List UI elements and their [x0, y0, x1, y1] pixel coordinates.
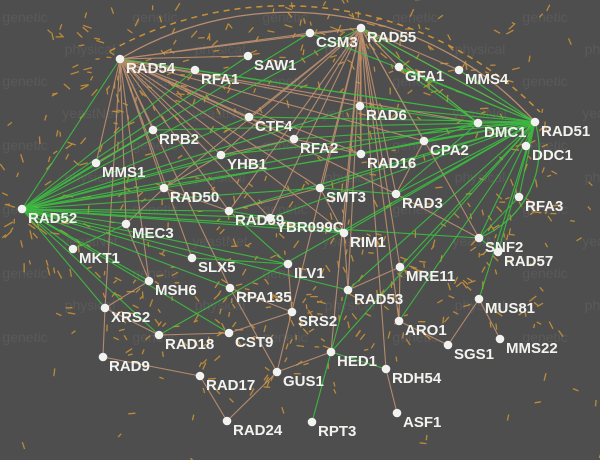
svg-text:yeastNet: yeastNet [192, 233, 247, 249]
svg-text:physical: physical [65, 41, 116, 57]
svg-text:physical: physical [455, 41, 506, 57]
svg-text:genetic: genetic [522, 73, 567, 89]
svg-text:genetic: genetic [2, 9, 47, 25]
svg-text:genetic: genetic [2, 329, 47, 345]
svg-text:physical: physical [585, 41, 600, 57]
svg-text:genetic: genetic [2, 137, 47, 153]
svg-text:yeastNet: yeastNet [582, 105, 600, 121]
svg-text:genetic: genetic [2, 265, 47, 281]
svg-text:physical: physical [585, 169, 600, 185]
svg-text:yeastNet: yeastNet [62, 105, 117, 121]
svg-text:yeastNet: yeastNet [582, 233, 600, 249]
svg-text:genetic: genetic [522, 9, 567, 25]
svg-text:genetic: genetic [132, 9, 177, 25]
svg-text:genetic: genetic [2, 73, 47, 89]
svg-text:genetic: genetic [392, 9, 437, 25]
svg-text:physical: physical [585, 297, 600, 313]
